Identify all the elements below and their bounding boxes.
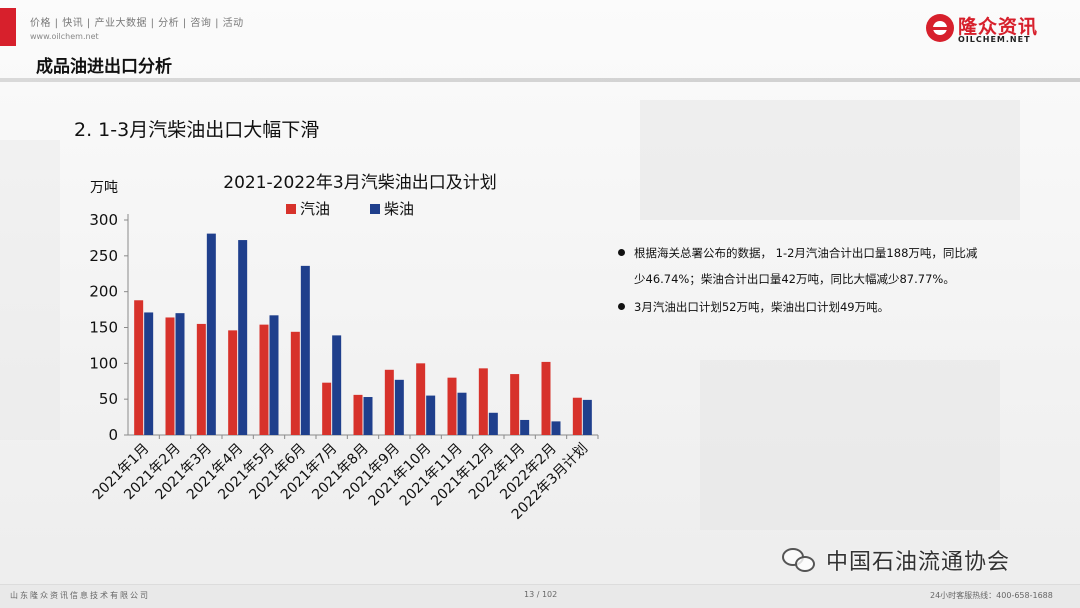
bullet-item: 根据海关总署公布的数据， 1-2月汽油合计出口量188万吨，同比减少46.74%…	[618, 240, 978, 292]
bar-diesel	[394, 379, 404, 435]
footer-bar	[0, 584, 1080, 608]
bar-gasoline	[259, 324, 269, 435]
bar-diesel	[457, 392, 467, 435]
legend-swatch	[286, 204, 296, 214]
bar-gasoline	[290, 331, 300, 435]
bar-diesel	[300, 265, 310, 435]
logo-text-en: OILCHEM.NET	[958, 35, 1031, 44]
y-tick-label: 200	[89, 283, 118, 301]
bar-gasoline	[134, 300, 144, 435]
bar-diesel	[144, 312, 154, 435]
bar-gasoline	[447, 377, 457, 435]
bar-diesel	[520, 419, 530, 435]
bar-gasoline	[384, 369, 394, 435]
footer-hotline: 24小时客服热线：400-658-1688	[930, 591, 1053, 600]
chart-title: 2021-2022年3月汽柴油出口及计划	[223, 173, 496, 193]
site-url: www.oilchem.net	[30, 32, 99, 41]
legend-label: 柴油	[384, 200, 414, 218]
bar-diesel	[238, 240, 248, 435]
y-tick-label: 100	[89, 354, 118, 372]
bar-diesel	[488, 412, 498, 435]
footer-company: 山东隆众资讯信息技术有限公司	[10, 591, 150, 600]
wechat-icon	[782, 546, 818, 574]
bar-gasoline	[165, 317, 175, 435]
bullet-item: 3月汽油出口计划52万吨，柴油出口计划49万吨。	[618, 294, 978, 320]
header-divider	[0, 78, 1080, 82]
bar-gasoline	[572, 397, 582, 435]
analysis-bullets: 根据海关总署公布的数据， 1-2月汽油合计出口量188万吨，同比减少46.74%…	[618, 240, 978, 320]
page-title: 成品油进出口分析	[36, 57, 172, 77]
background-panel	[700, 360, 1000, 530]
bar-diesel	[206, 233, 216, 435]
legend-label: 汽油	[300, 200, 330, 218]
bar-diesel	[175, 313, 185, 435]
bar-gasoline	[416, 363, 426, 435]
top-navigation[interactable]: 价格 | 快讯 | 产业大数据 | 分析 | 咨询 | 活动	[30, 18, 244, 29]
bar-gasoline	[196, 323, 206, 435]
logo-icon	[926, 14, 954, 42]
bar-diesel	[363, 397, 373, 435]
bar-gasoline	[541, 361, 551, 435]
oilchem-logo: 隆众资讯 OILCHEM.NET	[926, 14, 1041, 44]
bar-gasoline	[478, 368, 488, 435]
y-axis-label: 万吨	[90, 180, 118, 196]
logo-text-cn: 隆众资讯	[958, 16, 1039, 38]
page-number: 13 / 102	[524, 590, 558, 599]
y-tick-label: 300	[89, 211, 118, 229]
legend-swatch	[370, 204, 380, 214]
bar-diesel	[269, 315, 279, 435]
bar-gasoline	[228, 330, 238, 435]
bar-diesel	[426, 395, 436, 435]
bar-gasoline	[510, 374, 520, 435]
bar-gasoline	[322, 382, 332, 435]
section-subtitle: 2. 1-3月汽柴油出口大幅下滑	[74, 119, 320, 141]
background-panel	[640, 100, 1020, 220]
y-tick-label: 50	[99, 390, 118, 408]
watermark-text: 中国石油流通协会	[826, 550, 1011, 575]
background-panel	[0, 140, 60, 440]
y-tick-label: 150	[89, 319, 118, 337]
wechat-watermark: 中国石油流通协会	[782, 545, 1010, 575]
bar-gasoline	[353, 394, 363, 435]
header-accent-bar	[0, 8, 16, 46]
bar-diesel	[332, 335, 342, 435]
y-tick-label: 250	[89, 247, 118, 265]
bar-diesel	[582, 399, 592, 435]
bar-diesel	[551, 421, 561, 435]
y-tick-label: 0	[108, 426, 118, 444]
